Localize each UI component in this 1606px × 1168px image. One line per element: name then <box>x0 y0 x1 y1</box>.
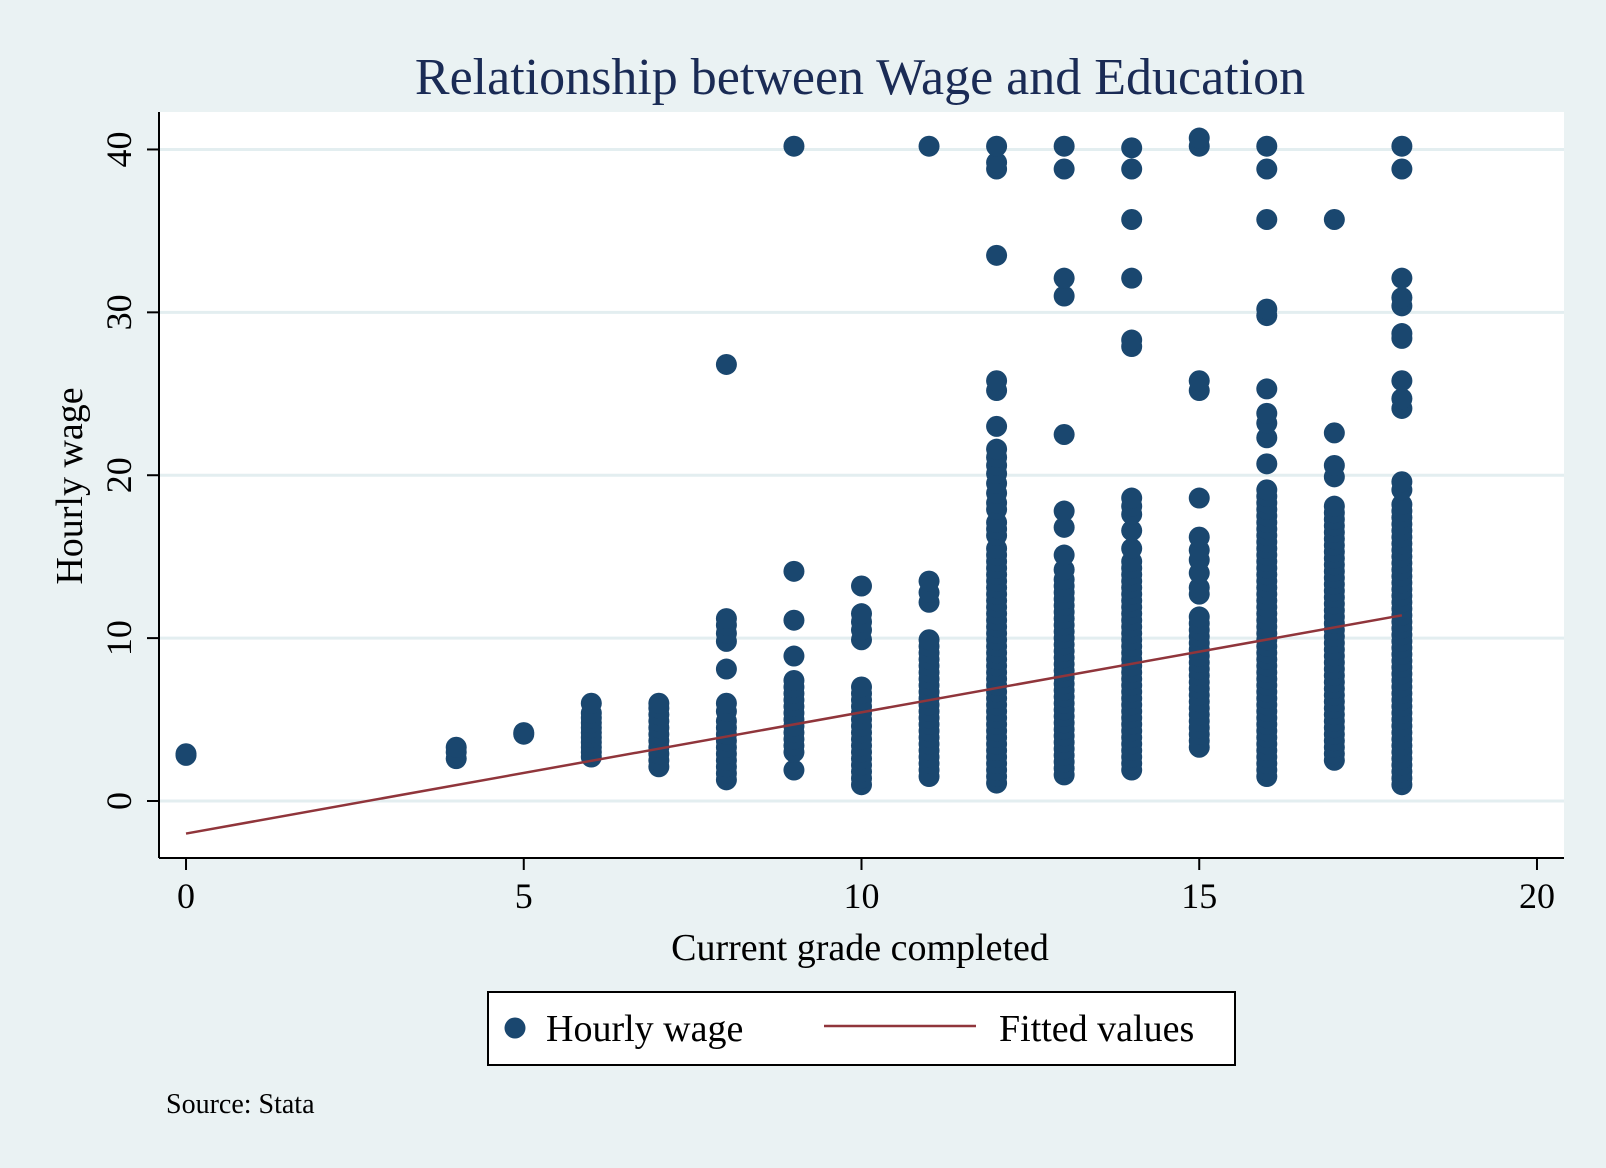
y-tick-label: 10 <box>99 620 139 656</box>
fitted-line-layer <box>185 614 1403 835</box>
scatter-point <box>1323 422 1345 444</box>
scatter-point <box>1256 427 1278 449</box>
scatter-points <box>175 127 1413 796</box>
scatter-point <box>1391 158 1413 180</box>
scatter-point <box>1053 424 1075 446</box>
scatter-point <box>851 575 872 597</box>
scatter-point <box>1323 454 1345 476</box>
scatter-point <box>1053 559 1075 581</box>
x-tick-label: 5 <box>515 876 533 916</box>
scatter-point <box>1391 388 1413 410</box>
x-tick-label: 0 <box>177 876 195 916</box>
scatter-point <box>1121 209 1143 231</box>
scatter-point <box>918 570 940 592</box>
y-axis-title: Hourly wage <box>49 387 91 584</box>
scatter-point <box>1391 135 1413 157</box>
scatter-point <box>783 645 805 667</box>
x-axis-title: Current grade completed <box>671 927 1049 969</box>
scatter-point <box>1188 370 1210 392</box>
scatter-point <box>1121 487 1143 509</box>
scatter-point <box>1256 453 1278 475</box>
scatter-point <box>715 658 737 680</box>
scatter-point <box>715 608 737 630</box>
scatter-point <box>1256 135 1278 157</box>
scatter-point <box>918 135 940 157</box>
scatter-point <box>513 722 535 744</box>
scatter-point <box>851 676 872 698</box>
scatter-point <box>918 629 940 651</box>
x-tick-label: 15 <box>1181 876 1217 916</box>
scatter-point <box>1256 298 1278 320</box>
scatter-point <box>648 692 670 714</box>
scatter-point <box>783 560 805 582</box>
scatter-point <box>783 135 805 157</box>
scatter-point <box>986 415 1008 437</box>
scatter-point <box>1053 516 1075 538</box>
scatter-point <box>986 151 1008 173</box>
scatter-point <box>175 743 197 765</box>
scatter-point <box>1256 479 1278 501</box>
y-tick-label: 30 <box>99 294 139 330</box>
scatter-point <box>1121 520 1143 542</box>
scatter-point <box>1053 135 1075 157</box>
scatter-point <box>1188 606 1210 628</box>
scatter-point <box>445 736 467 758</box>
scatter-point <box>1188 487 1210 509</box>
scatter-point <box>1121 538 1143 560</box>
scatter-point <box>1053 267 1075 289</box>
scatter-point <box>986 370 1008 392</box>
scatter-point <box>1121 329 1143 351</box>
fitted-line <box>185 614 1403 835</box>
scatter-point <box>1391 471 1413 493</box>
scatter-point <box>851 603 872 625</box>
scatter-point <box>1391 267 1413 289</box>
chart-title: Relationship between Wage and Education <box>415 49 1305 106</box>
legend-marker-hourly-wage <box>504 1017 526 1039</box>
y-tick-label: 0 <box>99 792 139 810</box>
scatter-point <box>715 353 737 375</box>
scatter-point <box>580 692 602 714</box>
scatter-point <box>783 669 805 691</box>
scatter-point <box>1188 526 1210 548</box>
scatter-point <box>1053 544 1075 566</box>
x-tick-label: 10 <box>844 876 880 916</box>
legend: Hourly wage Fitted values <box>487 991 1236 1066</box>
source-note: Source: Stata <box>166 1089 315 1120</box>
scatter-point <box>1256 158 1278 180</box>
scatter-point <box>1256 378 1278 400</box>
scatter-point <box>1121 158 1143 180</box>
scatter-point <box>1188 127 1210 149</box>
scatter-point <box>1121 267 1143 289</box>
legend-label-hourly-wage: Hourly wage <box>546 1008 743 1050</box>
scatter-point <box>1188 577 1210 599</box>
scatter-point <box>1391 323 1413 345</box>
y-tick-label: 20 <box>99 457 139 493</box>
axes: 0 5 10 15 20 0 10 20 30 40 <box>99 112 1564 916</box>
scatter-point <box>1053 158 1075 180</box>
scatter-point <box>1323 209 1345 231</box>
scatter-point <box>1256 402 1278 424</box>
legend-box <box>487 991 1236 1066</box>
scatter-point <box>1323 495 1345 517</box>
scatter-point <box>986 135 1008 157</box>
scatter-point <box>986 438 1008 460</box>
scatter-point <box>1256 209 1278 231</box>
scatter-point <box>783 609 805 631</box>
x-tick-label: 20 <box>1519 876 1555 916</box>
scatter-point <box>1121 137 1143 159</box>
scatter-point <box>1053 285 1075 307</box>
scatter-point <box>1391 494 1413 516</box>
scatter-point <box>1391 370 1413 392</box>
y-tick-label: 40 <box>99 131 139 167</box>
scatter-point <box>1391 287 1413 309</box>
legend-label-fitted-values: Fitted values <box>999 1008 1194 1050</box>
scatter-point <box>986 244 1008 266</box>
scatter-point <box>715 692 737 714</box>
scatter-point <box>783 759 805 781</box>
scatter-point <box>1053 500 1075 522</box>
